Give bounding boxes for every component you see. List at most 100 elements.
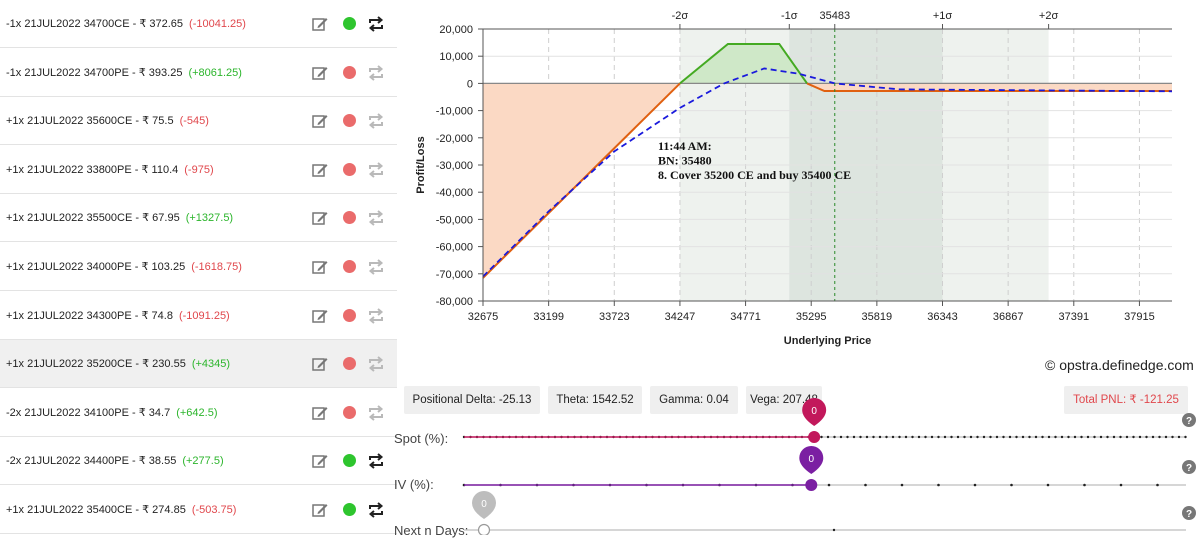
trade-annotation: BN: 35480 bbox=[658, 154, 712, 168]
edit-icon[interactable] bbox=[312, 356, 328, 372]
repeat-icon[interactable] bbox=[367, 404, 385, 422]
repeat-icon[interactable] bbox=[367, 209, 385, 227]
slider-step bbox=[1125, 435, 1129, 439]
slider-value-pin bbox=[472, 491, 496, 519]
status-toggle[interactable] bbox=[343, 308, 356, 322]
repeat-icon[interactable] bbox=[367, 15, 385, 33]
iv-slider[interactable]: 0 bbox=[462, 446, 1186, 491]
status-toggle[interactable] bbox=[343, 162, 356, 176]
slider-knob[interactable] bbox=[477, 523, 491, 536]
days-slider[interactable]: 0 bbox=[464, 491, 1186, 535]
slider-step bbox=[852, 435, 856, 439]
y-tick-label: -70,000 bbox=[436, 269, 473, 281]
slider-step bbox=[969, 435, 973, 439]
slider-step bbox=[982, 435, 986, 439]
slider-value-pin bbox=[799, 446, 824, 474]
repeat-icon[interactable] bbox=[367, 112, 385, 130]
position-qty: +1x bbox=[6, 115, 25, 128]
position-row: -1x 21JUL2022 34700CE - ₹ 372.65 (-10041.… bbox=[0, 0, 397, 48]
sigma-label: +2σ bbox=[1039, 10, 1059, 22]
status-toggle[interactable] bbox=[343, 65, 356, 79]
status-toggle[interactable] bbox=[343, 114, 356, 128]
slider-step bbox=[872, 435, 875, 439]
slider-step bbox=[878, 435, 882, 439]
days-help-icon[interactable]: ? bbox=[1182, 506, 1196, 520]
position-qty: -2x bbox=[6, 406, 22, 419]
position-price: ₹ 67.95 bbox=[142, 212, 180, 225]
position-strike: 35200CE bbox=[86, 358, 133, 371]
position-qty: -1x bbox=[6, 18, 22, 30]
iv-help-icon[interactable]: ? bbox=[1182, 460, 1196, 474]
status-toggle[interactable] bbox=[343, 211, 356, 225]
slider-step bbox=[1119, 435, 1122, 439]
repeat-icon[interactable] bbox=[367, 452, 385, 470]
edit-icon[interactable] bbox=[312, 162, 328, 178]
position-pnl: (+4345) bbox=[191, 358, 231, 371]
slider-step bbox=[1041, 435, 1044, 439]
slider-step bbox=[1158, 435, 1161, 439]
edit-icon[interactable] bbox=[312, 405, 328, 421]
position-qty: -2x bbox=[6, 455, 22, 468]
y-tick-label: 0 bbox=[467, 78, 473, 90]
position-description: +1x 21JUL2022 34300PE - ₹ 74.8 (-1091.25) bbox=[6, 309, 230, 322]
position-strike: 34100PE bbox=[83, 406, 129, 419]
position-description: -1x 21JUL2022 34700CE - ₹ 372.65 (-10041.… bbox=[6, 18, 246, 30]
slider-step bbox=[1151, 435, 1155, 439]
status-toggle[interactable] bbox=[343, 357, 356, 371]
spot-slider[interactable]: 0 bbox=[462, 398, 1187, 443]
slider-step bbox=[1008, 435, 1012, 439]
repeat-icon[interactable] bbox=[367, 355, 385, 373]
slider-knob[interactable] bbox=[805, 479, 818, 491]
position-expiry: 21JUL2022 bbox=[24, 66, 81, 79]
status-toggle[interactable] bbox=[343, 503, 356, 516]
slider-value: 0 bbox=[809, 454, 815, 465]
edit-icon[interactable] bbox=[312, 210, 328, 226]
edit-icon[interactable] bbox=[312, 65, 328, 81]
edit-icon[interactable] bbox=[312, 453, 328, 469]
edit-icon[interactable] bbox=[312, 308, 328, 324]
spot-help-icon[interactable]: ? bbox=[1182, 413, 1196, 427]
position-price: ₹ 274.85 bbox=[142, 504, 186, 516]
edit-icon[interactable] bbox=[312, 16, 328, 32]
slider-step bbox=[1080, 435, 1083, 439]
payoff-chart: 20,000 10,000 0 -10,000 -20,000 -30,000 -40,00… bbox=[415, 10, 1173, 347]
slider-step bbox=[1083, 483, 1086, 487]
edit-icon[interactable] bbox=[312, 502, 328, 518]
x-tick-label: 34771 bbox=[730, 311, 761, 323]
position-qty: +1x bbox=[6, 163, 25, 176]
y-tick-label: -50,000 bbox=[436, 214, 473, 226]
x-tick-label: 32675 bbox=[468, 311, 499, 323]
position-strike: 35400CE bbox=[86, 504, 133, 516]
repeat-icon[interactable] bbox=[367, 258, 385, 276]
repeat-icon[interactable] bbox=[367, 161, 385, 179]
position-description: +1x 21JUL2022 33800PE - ₹ 110.4 (-975) bbox=[6, 163, 214, 176]
position-description: +1x 21JUL2022 35600CE - ₹ 75.5 (-545) bbox=[6, 115, 209, 128]
status-toggle[interactable] bbox=[343, 454, 356, 468]
edit-icon[interactable] bbox=[312, 259, 328, 275]
slider-step bbox=[891, 435, 895, 439]
slider-value: 0 bbox=[811, 406, 817, 417]
days-slider-label: Next n Days: bbox=[394, 523, 469, 538]
sigma-label: -2σ bbox=[672, 10, 689, 22]
status-toggle[interactable] bbox=[343, 17, 356, 30]
repeat-icon[interactable] bbox=[367, 501, 385, 519]
repeat-icon[interactable] bbox=[367, 64, 385, 82]
repeat-icon[interactable] bbox=[367, 307, 385, 325]
x-tick-label: 33723 bbox=[599, 311, 630, 323]
slider-value-pin bbox=[802, 398, 827, 426]
status-toggle[interactable] bbox=[343, 405, 356, 419]
slider-knob[interactable] bbox=[808, 431, 821, 443]
slider-step bbox=[864, 483, 867, 487]
slider-step bbox=[832, 528, 836, 532]
slider-step bbox=[1015, 435, 1018, 439]
position-strike: 34000PE bbox=[86, 261, 132, 273]
slider-step bbox=[1021, 435, 1025, 439]
edit-icon[interactable] bbox=[312, 113, 328, 129]
current-payoff-line bbox=[482, 67, 1173, 278]
position-expiry: 21JUL2022 bbox=[27, 115, 84, 128]
status-toggle[interactable] bbox=[343, 260, 356, 273]
slider-step bbox=[1112, 435, 1116, 439]
position-expiry: 21JUL2022 bbox=[27, 261, 84, 273]
position-qty: +1x bbox=[6, 504, 25, 516]
position-strike: 34700PE bbox=[83, 66, 129, 79]
